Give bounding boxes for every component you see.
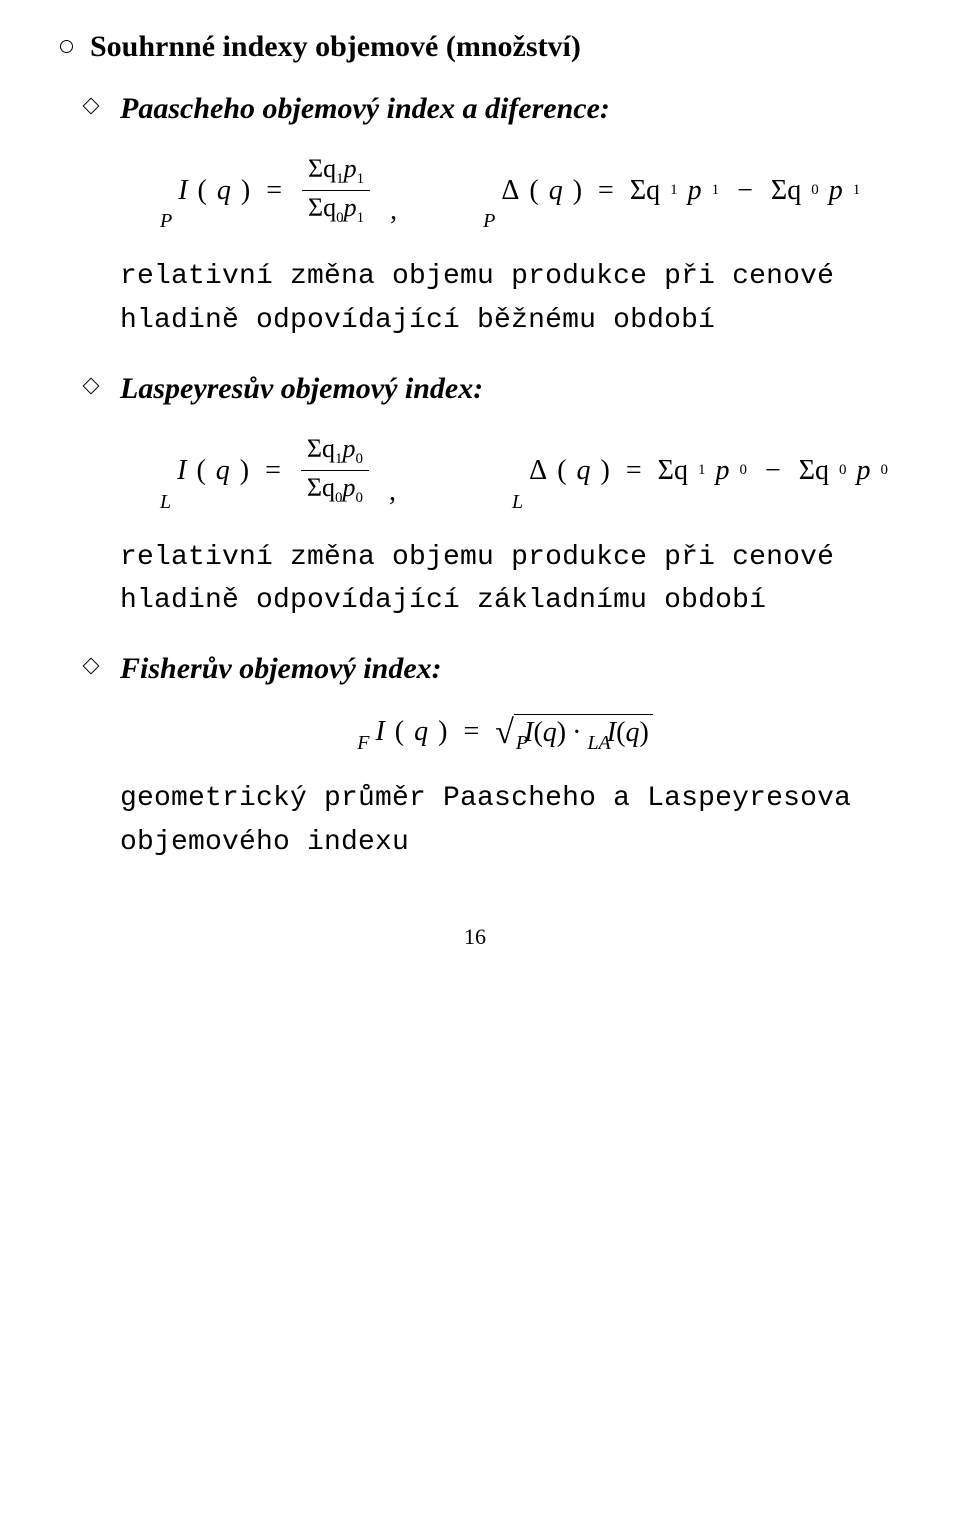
fisher-sqrt-arg1: q [543,717,557,749]
paasche-rhsa-s2: 1 [712,182,720,199]
laspeyres-D-func: Δ [529,455,547,487]
section-title-text: Souhrnné indexy objemové (množství) [90,30,581,63]
paasche-rhsb-sq: Σq [771,175,801,207]
fisher-sqrt-arg2: q [625,717,639,749]
paasche-formula: P I(q) = Σq1p1 Σq0p1 , P Δ(q) = Σq1p1 − … [160,154,890,227]
laspeyres-rhsa-p: p [715,455,729,487]
laspeyres-I-frac: Σq1p0 Σq0p0 [301,434,369,507]
paasche-den-p: p [344,193,357,222]
laspeyres-rhsb-s2: 0 [881,462,889,479]
laspeyres-rhsb-s1: 0 [839,462,847,479]
laspeyres-num-s2: 0 [356,451,364,467]
laspeyres-D-arg: q [577,455,591,487]
paasche-den-s2: 1 [357,210,365,226]
paasche-I-presub: P [160,210,172,233]
laspeyres-den-s1: 0 [335,491,343,507]
paasche-num-s2: 1 [357,171,365,187]
paasche-title-text: Paascheho objemový index a diference: [120,92,610,125]
laspeyres-num-p: p [343,434,356,463]
paasche-num-p: p [344,154,357,183]
fisher-formula: F I(q) = √ P I(q) · LA I(q) [120,714,890,749]
page-number: 16 [60,924,890,950]
laspeyres-den-p: p [343,473,356,502]
fisher-I-arg: q [414,716,428,748]
laspeyres-rhsa-sq: Σq [658,455,688,487]
fisher-sqrt-presub2: LA [587,732,610,755]
laspeyres-den-sq: Σq [307,473,335,502]
diamond-bullet-icon [83,658,100,675]
laspeyres-D-presub: L [512,491,523,514]
paasche-title: Paascheho objemový index a diference: [120,92,890,126]
paasche-rhsb-s2: 1 [853,182,861,199]
laspeyres-rhsa-s2: 0 [739,462,747,479]
fisher-sqrt: √ P I(q) · LA I(q) [495,714,653,749]
fisher-presub: F [357,732,369,755]
laspeyres-num-s1: 1 [335,451,343,467]
laspeyres-title: Laspeyresův objemový index: [120,372,890,406]
laspeyres-desc: relativní změna objemu produkce při ceno… [120,536,890,623]
paasche-D-arg: q [549,175,563,207]
paasche-num-sq: Σq [308,154,336,183]
paasche-den-s1: 0 [336,210,344,226]
fisher-sqrt-presub1: P [516,732,528,755]
laspeyres-formula: L I(q) = Σq1p0 Σq0p0 , L Δ(q) = Σq1p0 − … [160,434,890,507]
paasche-rhsb-s1: 0 [811,182,819,199]
fisher-title-text: Fisherův objemový index: [120,652,442,685]
paasche-rhsa-p: p [688,175,702,207]
paasche-I-frac: Σq1p1 Σq0p1 [302,154,370,227]
paasche-I-arg: q [217,175,231,207]
paasche-I-func: I [178,175,187,207]
diamond-bullet-icon [83,98,100,115]
laspeyres-title-text: Laspeyresův objemový index: [120,372,483,405]
fisher-block: Fisherův objemový index: F I(q) = √ P I(… [120,652,890,864]
diamond-bullet-icon [83,378,100,395]
laspeyres-I-presub: L [160,491,171,514]
paasche-desc: relativní změna objemu produkce při ceno… [120,255,890,342]
sqrt-icon: √ [495,716,514,751]
paasche-block: Paascheho objemový index a diference: P … [120,92,890,342]
fisher-I-func: I [375,716,384,748]
page-container: Souhrnné indexy objemové (množství) Paas… [0,0,960,980]
paasche-D-presub: P [483,210,495,233]
section-title: Souhrnné indexy objemové (množství) [90,30,890,64]
paasche-rhsa-s1: 1 [670,182,678,199]
laspeyres-I-arg: q [216,455,230,487]
paasche-rhsb-p: p [829,175,843,207]
fisher-title: Fisherův objemový index: [120,652,890,686]
fisher-desc: geometrický průměr Paascheho a Laspeyres… [120,777,890,864]
laspeyres-rhsb-p: p [857,455,871,487]
paasche-rhsa-sq: Σq [630,175,660,207]
laspeyres-rhsa-s1: 1 [698,462,706,479]
paasche-den-sq: Σq [308,193,336,222]
paasche-D-func: Δ [501,175,519,207]
circle-bullet-icon [60,40,73,53]
paasche-num-s1: 1 [336,171,344,187]
laspeyres-num-sq: Σq [307,434,335,463]
laspeyres-den-s2: 0 [356,491,364,507]
laspeyres-rhsb-sq: Σq [799,455,829,487]
laspeyres-I-func: I [177,455,186,487]
laspeyres-block: Laspeyresův objemový index: L I(q) = Σq1… [120,372,890,622]
